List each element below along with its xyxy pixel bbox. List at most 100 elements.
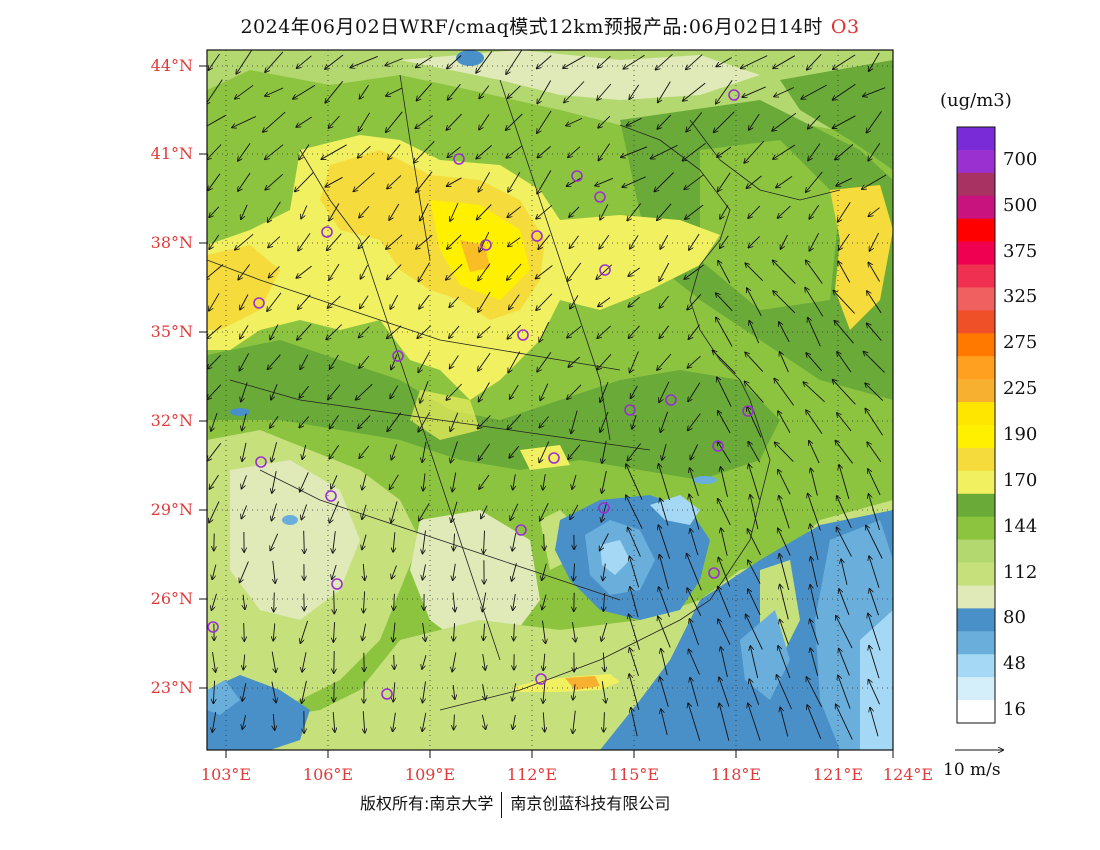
wind-arrow — [297, 323, 312, 340]
wind-arrow — [271, 651, 276, 673]
city-marker — [548, 452, 560, 464]
wind-arrow — [211, 412, 218, 431]
wind-arrow — [273, 560, 275, 583]
title-text: 2024年06月02日WRF/cmaq模式12km预报产品:06月02日14时 — [240, 16, 823, 38]
wind-arrow — [626, 495, 643, 529]
wind-arrow — [780, 620, 789, 645]
wind-arrow — [454, 714, 455, 730]
wind-arrow — [329, 501, 340, 522]
wind-arrow — [601, 622, 608, 641]
wind-arrow — [660, 411, 669, 432]
wind-arrow — [302, 444, 307, 459]
wind-arrow — [358, 235, 370, 249]
legend-swatch — [957, 287, 995, 311]
wind-arrow — [780, 352, 789, 373]
wind-arrow — [837, 413, 852, 432]
wind-arrow — [718, 587, 731, 618]
wind-arrow — [270, 533, 279, 551]
wind-arrow — [296, 116, 312, 127]
wind-arrow — [390, 474, 399, 489]
wind-arrow — [745, 382, 764, 403]
wind-arrow — [836, 704, 853, 740]
wind-arrow — [479, 474, 490, 489]
wind-arrow — [867, 111, 882, 132]
wind-arrow — [685, 204, 704, 219]
wind-arrow — [391, 354, 398, 370]
legend-swatch — [957, 333, 995, 357]
wind-arrow — [835, 144, 854, 159]
wind-arrow — [773, 55, 796, 69]
legend-label: 700 — [1003, 148, 1038, 170]
wind-arrow — [748, 589, 761, 615]
wind-arrow — [207, 325, 222, 339]
copyright-separator — [501, 791, 503, 818]
wind-arrow — [417, 325, 432, 338]
wind-arrow — [243, 594, 245, 609]
wind-arrow — [478, 263, 491, 281]
wind-arrow — [270, 324, 279, 340]
wind-arrow — [629, 614, 640, 650]
wind-arrow — [506, 145, 522, 158]
wind-arrow — [329, 115, 340, 128]
wind-arrow — [780, 585, 789, 620]
city-marker — [624, 404, 636, 416]
wind-arrow — [748, 442, 761, 463]
wind-arrow — [483, 684, 486, 700]
wind-arrow — [690, 678, 699, 707]
wind-arrow — [416, 171, 433, 193]
wind-arrow — [452, 472, 457, 492]
wind-arrow — [865, 383, 884, 401]
city-marker — [728, 89, 740, 101]
legend-label: 190 — [1003, 424, 1038, 445]
legend-swatch — [957, 539, 995, 564]
axis-ticks — [199, 65, 894, 758]
city-marker — [712, 440, 724, 452]
wind-arrow — [265, 87, 284, 96]
wind-arrow — [749, 464, 760, 500]
wind-arrow — [359, 206, 370, 217]
wind-arrow — [567, 177, 582, 186]
wind-arrow — [622, 176, 646, 187]
wind-arrow — [362, 474, 367, 489]
wind-arrow — [777, 675, 792, 710]
wind-arrow — [573, 563, 574, 581]
city-marker — [331, 578, 343, 590]
wind-arrow — [659, 587, 670, 617]
wind-arrow — [362, 534, 367, 550]
reference-vector-label: 10 m/s — [943, 760, 1001, 780]
wind-arrow — [536, 293, 553, 310]
wind-arrow — [543, 474, 546, 490]
wind-arrow — [393, 622, 395, 642]
wind-arrow — [570, 504, 579, 519]
wind-arrow — [595, 177, 614, 185]
wind-arrow — [453, 623, 454, 641]
wind-arrow — [478, 415, 491, 428]
wind-arrow — [265, 51, 284, 72]
wind-arrow — [420, 381, 429, 403]
wind-arrow — [304, 530, 305, 553]
copyright-right: 南京创蓝科技有限公司 — [510, 794, 671, 813]
wind-arrow — [386, 234, 403, 249]
wind-arrow — [659, 381, 670, 402]
wind-arrow — [385, 58, 403, 66]
wind-arrow — [508, 171, 521, 192]
wind-arrow — [629, 674, 640, 710]
wind-arrow — [573, 710, 576, 734]
wind-arrow — [867, 323, 882, 341]
wind-arrow — [542, 594, 547, 610]
lon-label-109: 109°E — [404, 765, 456, 784]
wind-arrow — [688, 703, 701, 741]
wind-arrow — [690, 444, 699, 460]
wind-arrow — [570, 295, 579, 308]
wind-arrow — [388, 144, 401, 160]
wind-arrow — [749, 679, 760, 705]
wind-arrow — [807, 705, 822, 739]
wind-arrow — [808, 494, 821, 531]
wind-arrow — [268, 201, 281, 222]
city-marker — [392, 350, 404, 362]
wind-arrow — [302, 652, 307, 672]
legend-swatch — [957, 654, 995, 678]
wind-arrow — [629, 557, 640, 588]
wind-arrow — [329, 263, 340, 280]
legend-label: 112 — [1003, 561, 1038, 583]
